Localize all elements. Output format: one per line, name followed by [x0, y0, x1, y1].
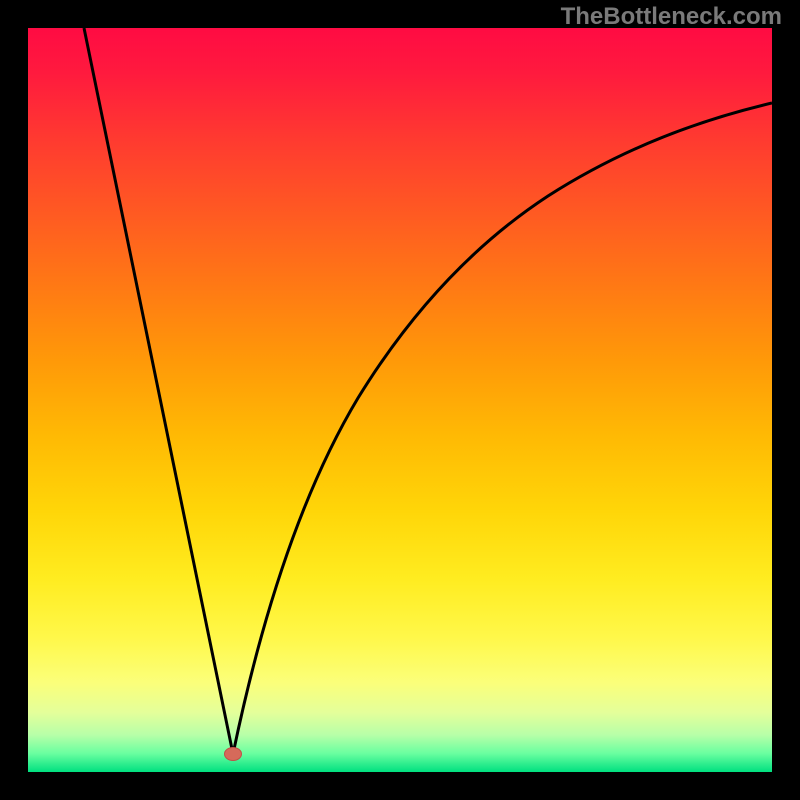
- curve-right-branch: [233, 103, 772, 754]
- optimum-marker: [224, 747, 242, 761]
- bottleneck-curve: [28, 28, 772, 772]
- curve-left-branch: [84, 28, 233, 754]
- chart-container: TheBottleneck.com: [0, 0, 800, 800]
- watermark-text: TheBottleneck.com: [561, 3, 782, 31]
- plot-area: [28, 28, 772, 772]
